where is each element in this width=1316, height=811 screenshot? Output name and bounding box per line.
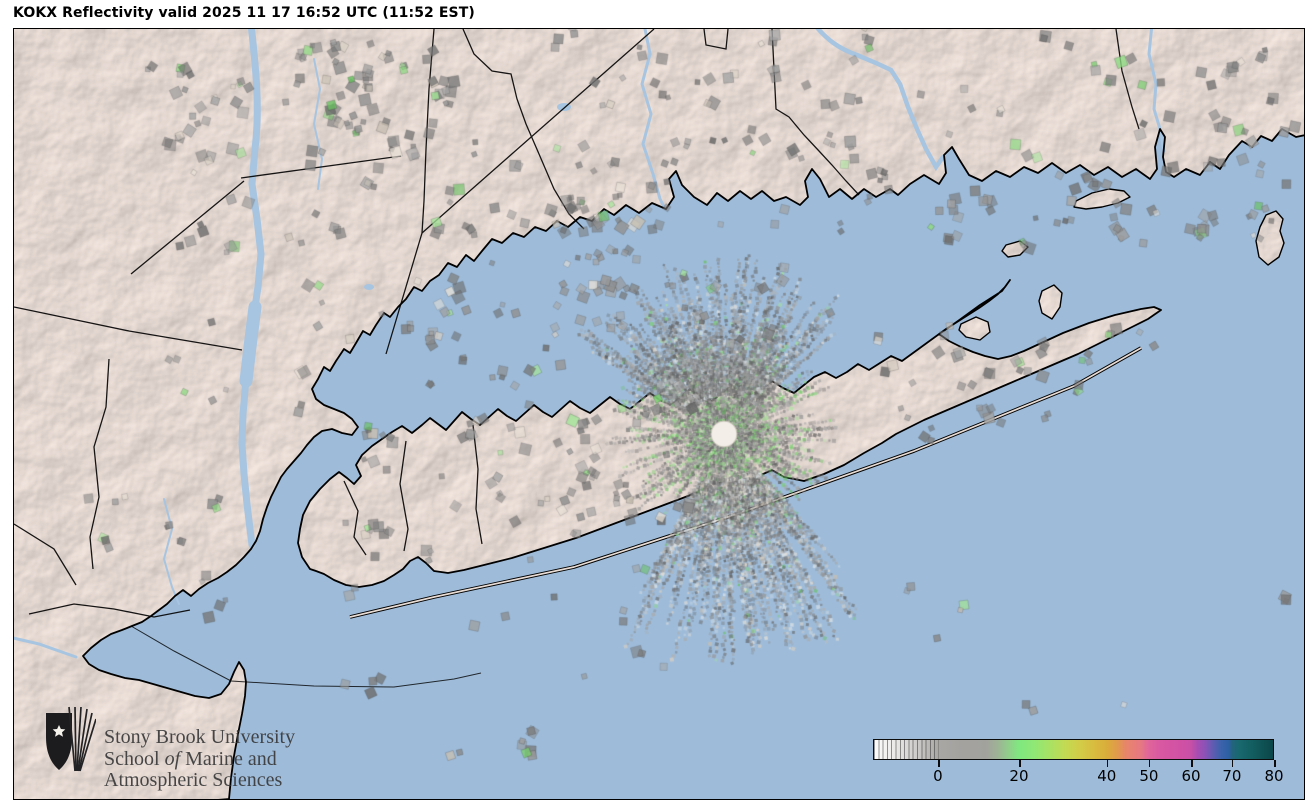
colorbar-label: 80 — [1264, 767, 1284, 785]
colorbar-tick — [1231, 760, 1234, 767]
colorbar-tick — [1274, 760, 1276, 767]
colorbar-tick — [937, 760, 940, 767]
colorbar-gradient — [873, 739, 1274, 760]
sbu-shield-icon — [46, 706, 96, 772]
sbu-line1: Stony Brook University — [104, 726, 296, 748]
colorbar-label: 40 — [1097, 767, 1117, 785]
colorbar-label: 70 — [1222, 767, 1242, 785]
reflectivity-colorbar: 0 20 40 50 60 70 80 — [873, 739, 1284, 787]
page-title: KOKX Reflectivity valid 2025 11 17 16:52… — [13, 5, 475, 21]
sbu-logo: Stony Brook University School of Marine … — [44, 705, 295, 792]
colorbar-hatched-section — [874, 740, 939, 759]
colorbar-label: 50 — [1139, 767, 1159, 785]
radar-echo-layer — [14, 29, 1304, 799]
sbu-line2: School of Marine and — [104, 747, 277, 770]
colorbar-label: 0 — [933, 767, 943, 785]
colorbar-tick — [1018, 760, 1021, 767]
sbu-logo-text: Stony Brook University School of Marine … — [104, 705, 295, 792]
radar-map: Stony Brook University School of Marine … — [13, 28, 1305, 800]
colorbar-label: 60 — [1181, 767, 1201, 785]
colorbar-label: 20 — [1009, 767, 1029, 785]
sbu-line3: Atmospheric Sciences — [104, 769, 283, 791]
colorbar-tick — [1190, 760, 1193, 767]
colorbar-tick — [1148, 760, 1151, 767]
colorbar-tick — [1106, 760, 1109, 767]
